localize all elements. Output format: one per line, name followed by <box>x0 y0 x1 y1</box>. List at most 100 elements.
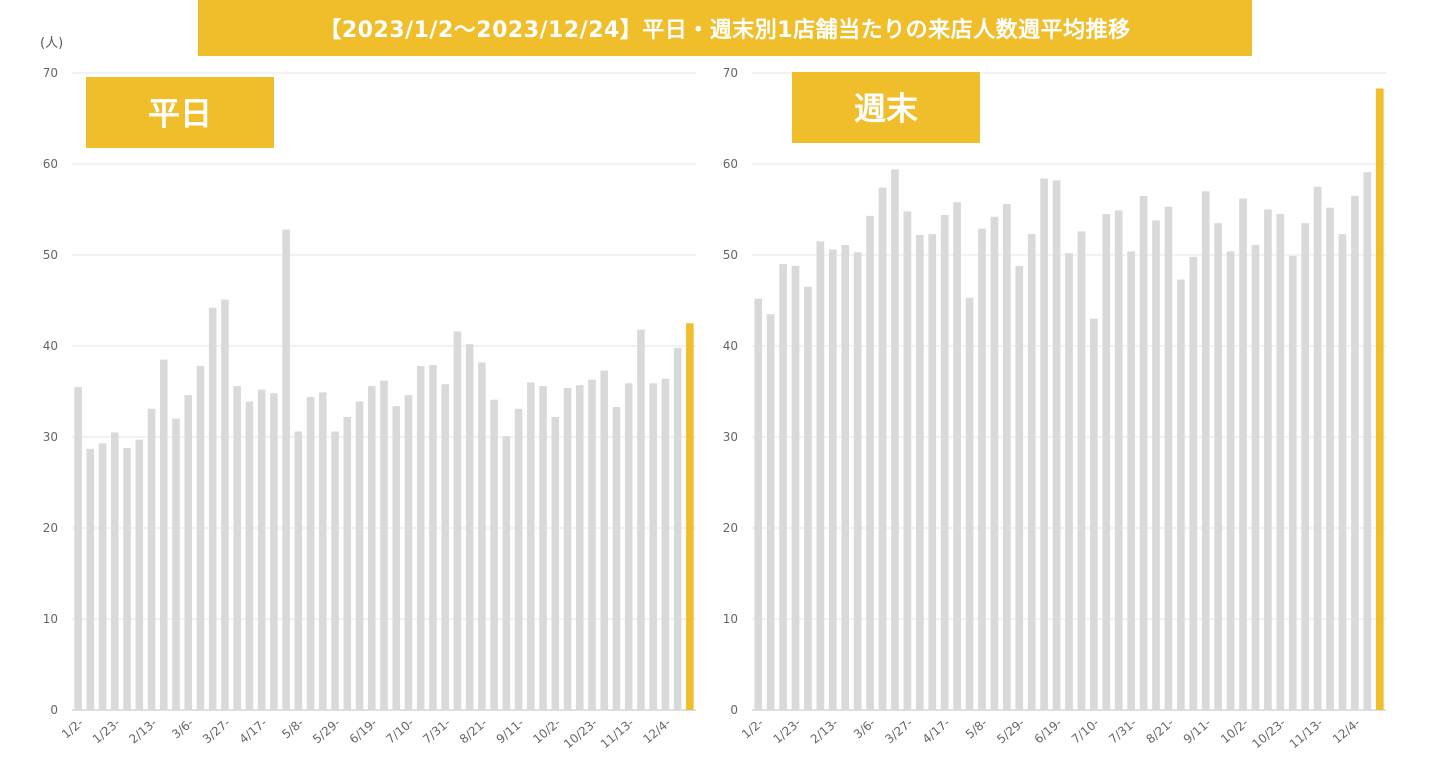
x-tick-label: 3/6- <box>851 716 878 742</box>
bar <box>98 443 107 710</box>
bar <box>404 395 413 710</box>
bar <box>319 392 327 710</box>
bar <box>1139 195 1148 711</box>
bar <box>453 331 462 710</box>
bar <box>86 448 95 710</box>
bar <box>502 436 511 710</box>
bar <box>1015 265 1024 710</box>
x-tick-label: 8/21- <box>457 716 490 747</box>
bar <box>111 432 119 710</box>
bar <box>1065 253 1073 710</box>
bar <box>990 216 999 710</box>
y-axis-unit-label: (人) <box>40 36 64 51</box>
bar <box>441 384 449 710</box>
bar <box>527 382 535 710</box>
bar <box>1189 256 1198 710</box>
chart-title-banner: 【2023/1/2～2023/12/24】平日・週末別1店舗当たりの来店人数週平… <box>198 0 1252 56</box>
chart-panel-1: 0 10 20 30 40 50 60 70 1/2- 1/23- 2/13- 3/6- 3/27- 4/… <box>43 66 696 751</box>
bar <box>551 416 560 710</box>
x-tick-label: 8/21- <box>1143 716 1176 747</box>
bar <box>878 187 887 710</box>
bar <box>1363 172 1372 710</box>
bar <box>828 249 837 711</box>
bar <box>612 406 621 710</box>
bar <box>306 396 315 710</box>
x-tick-label: 1/2- <box>59 716 86 742</box>
bar <box>1177 279 1185 710</box>
bar <box>661 378 670 710</box>
bar <box>841 244 850 711</box>
bar <box>135 439 144 710</box>
y-tick-label: 60 <box>723 157 738 171</box>
bar <box>754 298 763 710</box>
x-tick-label: 12/4- <box>1330 716 1363 747</box>
x-tick-label: 12/4- <box>640 716 673 747</box>
bar <box>649 383 657 710</box>
bar <box>624 383 633 710</box>
bar <box>866 215 874 710</box>
bar <box>1102 214 1111 711</box>
bar <box>392 406 401 710</box>
y-tick-label: 30 <box>43 430 58 444</box>
y-tick-label: 50 <box>723 248 738 262</box>
bar <box>1164 206 1173 710</box>
bar <box>367 386 376 710</box>
y-tick-label: 70 <box>723 66 738 80</box>
bar <box>184 395 193 710</box>
x-tick-label: 1/23- <box>770 716 803 747</box>
panel-title: 平日 <box>148 95 212 133</box>
y-tick-label: 0 <box>730 703 738 717</box>
y-tick-label: 60 <box>43 157 58 171</box>
panel-title-box <box>792 72 980 143</box>
bar <box>1201 191 1210 711</box>
bar <box>196 366 205 710</box>
x-tick-label: 7/31- <box>1106 716 1139 747</box>
panel-title: 週末 <box>854 90 918 128</box>
x-tick-label: 10/23- <box>1249 716 1288 752</box>
bar <box>270 393 278 710</box>
bar <box>563 387 572 710</box>
bar <box>1052 180 1061 710</box>
x-tick-label: 2/13- <box>126 716 159 747</box>
x-tick-label: 1/2- <box>739 716 766 742</box>
bar <box>1114 210 1123 710</box>
bar <box>1214 223 1223 710</box>
x-tick-label: 3/6- <box>169 716 196 742</box>
bar <box>294 431 303 710</box>
bar <box>1276 214 1285 711</box>
bar <box>355 401 364 710</box>
bar <box>233 386 241 710</box>
bar <box>1313 186 1322 710</box>
bar <box>766 314 775 710</box>
y-tick-label: 0 <box>50 703 58 717</box>
bar <box>257 389 266 710</box>
x-tick-label: 11/13- <box>1287 716 1326 752</box>
bar <box>804 286 812 710</box>
bar <box>673 347 682 710</box>
bar <box>282 229 290 710</box>
bar <box>891 169 899 710</box>
bar <box>965 297 974 710</box>
bar <box>1040 178 1048 710</box>
y-tick-label: 50 <box>43 248 58 262</box>
x-tick-label: 1/23- <box>90 716 123 747</box>
bar <box>172 418 180 710</box>
bar <box>465 344 474 710</box>
bar <box>514 408 523 710</box>
x-tick-label: 5/29- <box>994 716 1027 747</box>
bar <box>221 299 229 710</box>
bar <box>147 408 156 710</box>
bar-latest-week <box>686 323 694 710</box>
x-tick-label: 5/29- <box>310 716 343 747</box>
x-tick-label: 4/17- <box>920 716 953 747</box>
x-tick-label: 2/13- <box>808 716 841 747</box>
bar <box>1251 244 1260 711</box>
bar <box>478 362 486 710</box>
bar <box>637 329 645 710</box>
bar <box>245 401 254 710</box>
x-tick-label: 7/31- <box>420 716 453 747</box>
y-tick-label: 20 <box>43 521 58 535</box>
bar <box>1002 204 1011 711</box>
